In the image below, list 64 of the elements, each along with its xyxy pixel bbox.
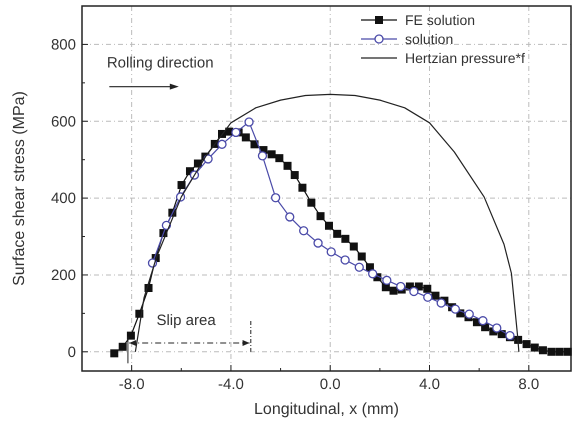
- point: [340, 255, 350, 265]
- point: [244, 117, 254, 127]
- y-tick-label: 800: [50, 36, 76, 54]
- x-axis-title: Longitudinal, x (mm): [254, 401, 399, 418]
- x-tick-label: -4.0: [218, 376, 244, 393]
- point: [126, 332, 135, 340]
- y-tick-label: 200: [50, 266, 76, 284]
- x-tick-label: 8.0: [518, 376, 540, 393]
- point: [118, 342, 127, 351]
- point: [530, 344, 539, 352]
- point: [333, 230, 342, 238]
- legend-label: FE solution: [405, 12, 476, 28]
- point: [492, 323, 502, 333]
- point: [268, 150, 276, 158]
- point: [324, 222, 333, 230]
- point: [396, 282, 406, 292]
- point: [390, 286, 398, 295]
- legend-label: solution: [405, 31, 454, 47]
- point: [307, 198, 316, 207]
- point: [242, 133, 250, 142]
- y-axis-title: Surface shear stress (MPa): [11, 91, 28, 286]
- point: [522, 340, 531, 348]
- y-tick-label: 400: [50, 190, 76, 208]
- point: [436, 298, 446, 308]
- point: [290, 171, 299, 180]
- point: [110, 349, 118, 358]
- y-tick-label: 0: [68, 344, 76, 361]
- point: [556, 348, 564, 356]
- point: [564, 348, 572, 356]
- point: [258, 151, 268, 160]
- point: [368, 269, 378, 278]
- point: [178, 181, 186, 190]
- point: [341, 234, 350, 243]
- point: [313, 238, 323, 248]
- y-tick-label: 600: [50, 113, 76, 130]
- point: [350, 242, 358, 251]
- point: [423, 284, 432, 293]
- point: [464, 309, 474, 319]
- x-tick-label: -8.0: [118, 376, 145, 393]
- x-tick-label: 0.0: [320, 376, 341, 393]
- annotation: Rolling direction: [106, 54, 214, 72]
- point: [547, 348, 556, 356]
- annotation: Slip area: [156, 312, 216, 329]
- point: [217, 140, 227, 149]
- point: [354, 262, 364, 272]
- point: [270, 193, 280, 202]
- point: [316, 212, 325, 220]
- point: [431, 292, 440, 300]
- point: [298, 184, 306, 192]
- point: [382, 276, 392, 285]
- point: [231, 128, 241, 138]
- point: [284, 162, 292, 170]
- point: [450, 304, 460, 314]
- point: [326, 247, 336, 257]
- point: [285, 212, 294, 222]
- legend-label: Hertzian pressure*f: [405, 50, 525, 66]
- point: [478, 316, 488, 326]
- point: [538, 346, 547, 354]
- point: [409, 286, 419, 296]
- point: [275, 154, 284, 162]
- point: [358, 252, 366, 261]
- x-tick-label: 4.0: [419, 376, 440, 393]
- point: [423, 292, 432, 302]
- point: [299, 226, 308, 236]
